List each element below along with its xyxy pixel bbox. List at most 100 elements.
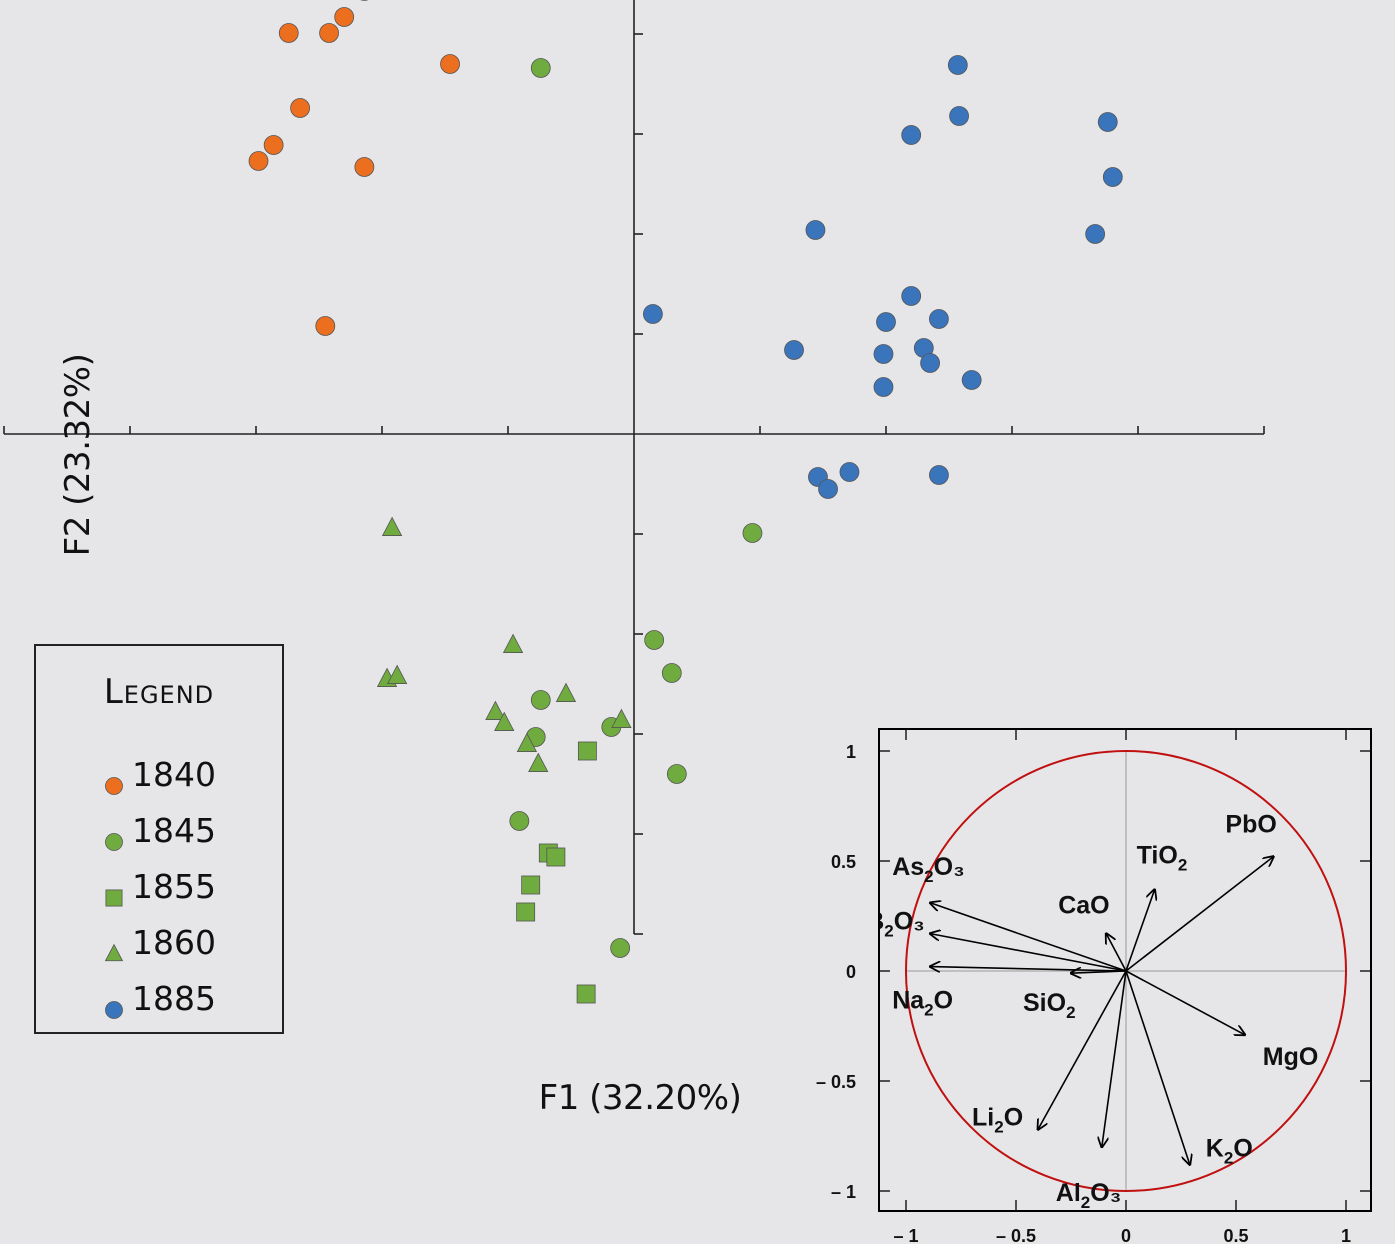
legend-marker-shape [105, 777, 123, 795]
vector-label: Al2O₃ [1056, 1179, 1121, 1210]
point-1845 [644, 630, 665, 650]
point-1855 [521, 875, 541, 895]
vector-label-base: Li [972, 1103, 994, 1131]
vector-label-tail: O₃ [894, 908, 925, 936]
inset-y-tick-label: – 0.5 [816, 1072, 856, 1092]
point-1885 [1097, 112, 1118, 132]
inset-y-tick-label: 0.5 [831, 852, 856, 872]
loading-vector-sio [1071, 971, 1127, 973]
point-1860 [485, 700, 506, 720]
vector-label-base: Na [892, 987, 925, 1015]
point-1885 [873, 377, 894, 397]
legend-label: 1845 [132, 810, 216, 850]
inset-y-tick-label: 1 [846, 742, 856, 762]
legend-label: 1855 [132, 866, 216, 906]
point-1855 [577, 741, 597, 761]
point-1885 [920, 353, 940, 373]
legend: Legend 1840 1845 1855 1860 1885 [34, 644, 284, 1034]
legend-title: Legend [103, 672, 215, 712]
loading-vector-k [1125, 970, 1190, 1165]
point-1885 [643, 304, 663, 324]
vector-label-base: K [1206, 1135, 1224, 1163]
point-1860 [386, 664, 408, 684]
vector-label-tail: O₃ [1090, 1179, 1121, 1207]
loading-vector-mgo [1125, 970, 1245, 1035]
legend-marker-shape [104, 943, 124, 962]
vector-label: TiO2 [1137, 842, 1188, 875]
legend-entry-1845: 1845 [104, 810, 216, 851]
vector-label: CaO [1058, 892, 1109, 920]
legend-marker-1845 [105, 833, 123, 851]
vector-label-subscript: 2 [1224, 1149, 1233, 1168]
legend-marker-shape [105, 833, 123, 851]
point-1845 [661, 663, 682, 683]
point-1860 [555, 682, 577, 702]
triangle-marker-icon [104, 932, 124, 962]
point-1845 [360, 0, 369, 1]
legend-marker-1855 [105, 889, 123, 907]
loadings-plot: PbOTiO2CaOAs2O₃B2O₃Na2OSiO2MgOLi2OAl2O₃K… [880, 730, 1370, 1210]
point-1840 [354, 157, 375, 177]
vector-label-subscript: 2 [1178, 856, 1187, 875]
point-1860 [494, 711, 515, 731]
legend-entry-1885: 1885 [104, 978, 216, 1019]
point-1885 [876, 312, 896, 332]
point-1840 [248, 151, 269, 171]
point-1860 [381, 516, 403, 536]
point-1885 [873, 344, 894, 364]
point-1845 [610, 938, 631, 958]
vector-label-tail: O [1233, 1135, 1252, 1163]
y-axis-title: F2 (23.32%) [58, 353, 98, 557]
point-1885 [805, 220, 826, 240]
point-1840 [440, 54, 460, 74]
legend-marker-1885 [105, 1001, 123, 1019]
point-1885 [949, 106, 969, 126]
vector-label: MgO [1263, 1043, 1319, 1071]
vector-label-base: SiO [1023, 989, 1066, 1017]
loading-vector-b [930, 934, 1127, 972]
circle-marker-icon [104, 764, 124, 795]
point-1885 [961, 370, 982, 390]
point-1855 [576, 984, 596, 1004]
vector-label: Na2O [892, 987, 953, 1020]
inset-x-tick-label: – 0.5 [996, 1226, 1036, 1244]
legend-label: 1885 [132, 978, 216, 1018]
loading-vector-na [930, 967, 1127, 971]
inset-y-tick-label: 0 [846, 962, 856, 982]
vector-label-base: PbO [1225, 811, 1276, 839]
vector-label-tail: O [934, 987, 953, 1015]
vector-label: As2O₃ [892, 853, 964, 886]
point-1845 [742, 523, 763, 543]
vector-label-subscript: 2 [1066, 1003, 1075, 1022]
loading-vector-tio [1125, 890, 1155, 972]
legend-entry-1860: 1860 [104, 922, 216, 962]
point-1860 [528, 752, 549, 772]
vector-label-subscript: 2 [884, 922, 893, 941]
loading-vector-cao [1106, 934, 1127, 972]
vector-label: PbO [1225, 811, 1276, 839]
circle-marker-icon [104, 820, 124, 851]
legend-label: 1840 [132, 754, 216, 794]
inset-x-tick-label: 0 [1121, 1226, 1131, 1244]
legend-marker-1840 [105, 777, 123, 795]
point-1840 [319, 23, 339, 43]
point-1840 [290, 98, 311, 118]
point-1885 [1085, 224, 1106, 244]
point-1885 [947, 55, 968, 75]
point-1860 [502, 633, 524, 653]
vector-label: Li2O [972, 1103, 1023, 1136]
inset-y-tick-label: – 1 [831, 1182, 856, 1202]
vector-label-subscript: 2 [924, 1001, 933, 1020]
point-1845 [530, 58, 551, 78]
point-1845 [530, 690, 551, 710]
point-1860 [516, 732, 538, 752]
point-1885 [784, 340, 804, 360]
inset-x-tick-label: 0.5 [1223, 1226, 1248, 1244]
vector-label-base: CaO [1058, 892, 1109, 920]
loadings-inset: PbOTiO2CaOAs2O₃B2O₃Na2OSiO2MgOLi2OAl2O₃K… [878, 728, 1372, 1212]
vector-label: B2O₃ [880, 908, 925, 941]
loading-vector-li [1038, 970, 1127, 1129]
vector-label-subscript: 2 [924, 867, 933, 886]
loading-vector-as [930, 903, 1127, 972]
